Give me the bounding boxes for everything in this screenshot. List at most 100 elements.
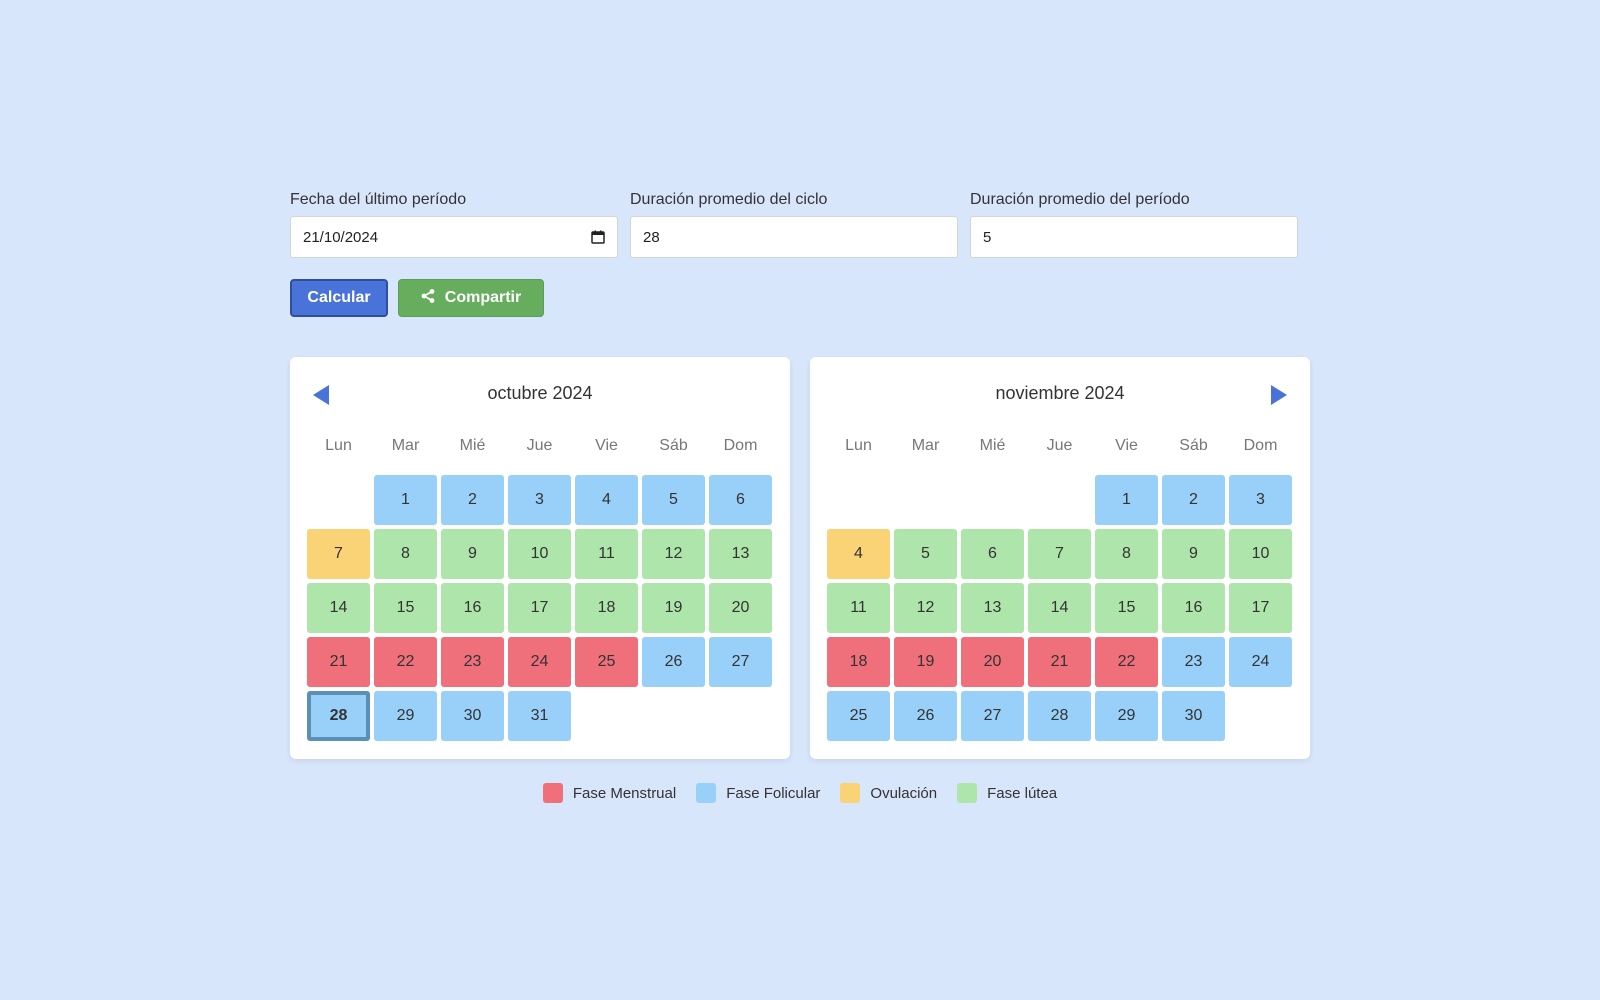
legend-swatch [696, 783, 717, 803]
weekday-label: Jue [1046, 437, 1073, 454]
weekday-label: Dom [1243, 437, 1278, 454]
day-cell[interactable]: 8 [1095, 529, 1158, 579]
day-cell[interactable]: 24 [508, 637, 571, 687]
day-cell[interactable]: 5 [642, 475, 705, 525]
day-cell[interactable]: 13 [961, 583, 1024, 633]
day-cell[interactable]: 29 [374, 691, 437, 741]
day-cell[interactable]: 12 [894, 583, 957, 633]
last-period-input[interactable]: 21/10/2024 [290, 216, 618, 258]
day-cell[interactable]: 30 [1162, 691, 1225, 741]
day-cell[interactable]: 16 [1162, 583, 1225, 633]
next-month-icon[interactable] [1271, 385, 1287, 405]
legend-item: Ovulación [840, 783, 937, 803]
share-button[interactable]: Compartir [398, 279, 544, 317]
day-cell[interactable]: 10 [1229, 529, 1292, 579]
day-cell[interactable]: 12 [642, 529, 705, 579]
day-cell[interactable]: 17 [1229, 583, 1292, 633]
legend-label: Ovulación [870, 784, 938, 802]
day-cell[interactable]: 2 [441, 475, 504, 525]
day-cell[interactable]: 18 [575, 583, 638, 633]
day-cell[interactable]: 11 [827, 583, 890, 633]
day-cell[interactable]: 15 [374, 583, 437, 633]
day-cell[interactable]: 21 [1028, 637, 1091, 687]
day-cell[interactable]: 13 [709, 529, 772, 579]
weekday-label: Vie [595, 437, 618, 454]
calendar-icon[interactable] [591, 230, 605, 244]
day-cell[interactable]: 26 [642, 637, 705, 687]
day-cell[interactable]: 7 [307, 529, 370, 579]
day-cell[interactable]: 10 [508, 529, 571, 579]
legend-swatch [957, 783, 978, 803]
empty-day-cell [307, 475, 370, 525]
day-cell[interactable]: 20 [709, 583, 772, 633]
day-cell[interactable]: 29 [1095, 691, 1158, 741]
day-grid: 1 2 3 4 5 6 7 8 9 10 11 12 13 14 15 16 17 18 19 20 21 22 23 24 2… [827, 475, 1292, 741]
day-cell[interactable]: 24 [1229, 637, 1292, 687]
day-cell[interactable]: 15 [1095, 583, 1158, 633]
day-cell[interactable]: 20 [961, 637, 1024, 687]
day-cell[interactable]: 28 [307, 691, 370, 741]
prev-month-icon[interactable] [313, 385, 329, 405]
day-cell[interactable]: 22 [374, 637, 437, 687]
day-cell[interactable]: 30 [441, 691, 504, 741]
day-cell[interactable]: 3 [508, 475, 571, 525]
day-cell[interactable]: 4 [575, 475, 638, 525]
last-period-field: Fecha del último período 21/10/2024 [290, 190, 618, 258]
month-title: noviembre 2024 [995, 383, 1125, 403]
cycle-length-input[interactable]: 28 [630, 216, 958, 258]
day-cell[interactable]: 1 [1095, 475, 1158, 525]
month-calendar: octubre 2024 Lun Mar Mié Jue Vie Sáb Dom 1 2 3 4 5 6 7… [290, 357, 790, 759]
day-cell[interactable]: 19 [894, 637, 957, 687]
day-cell[interactable]: 25 [827, 691, 890, 741]
day-cell[interactable]: 17 [508, 583, 571, 633]
legend-label: Fase lútea [987, 784, 1058, 802]
day-cell[interactable]: 11 [575, 529, 638, 579]
day-cell[interactable]: 9 [1162, 529, 1225, 579]
day-cell[interactable]: 23 [441, 637, 504, 687]
day-cell[interactable]: 23 [1162, 637, 1225, 687]
day-cell[interactable]: 4 [827, 529, 890, 579]
month-title: octubre 2024 [487, 383, 593, 403]
share-icon [421, 288, 435, 308]
calculate-button[interactable]: Calcular [290, 279, 388, 317]
weekday-label: Mar [391, 437, 420, 454]
day-cell[interactable]: 18 [827, 637, 890, 687]
day-cell[interactable]: 25 [575, 637, 638, 687]
day-cell[interactable]: 7 [1028, 529, 1091, 579]
calendars: octubre 2024 Lun Mar Mié Jue Vie Sáb Dom 1 2 3 4 5 6 7… [290, 357, 1310, 759]
day-cell[interactable]: 1 [374, 475, 437, 525]
legend-swatch [542, 783, 563, 803]
cycle-length-field: Duración promedio del ciclo 28 [630, 190, 958, 258]
day-cell[interactable]: 27 [961, 691, 1024, 741]
day-cell[interactable]: 19 [642, 583, 705, 633]
form-fields: Fecha del último período 21/10/2024 Dura… [290, 190, 1310, 258]
weekday-label: Jue [526, 437, 553, 454]
day-cell[interactable]: 14 [307, 583, 370, 633]
day-cell[interactable]: 27 [709, 637, 772, 687]
cycle-length-value: 28 [643, 228, 660, 246]
weekday-label: Sáb [1179, 437, 1208, 454]
day-cell[interactable]: 5 [894, 529, 957, 579]
weekday-label: Mar [911, 437, 940, 454]
day-cell[interactable]: 28 [1028, 691, 1091, 741]
day-cell[interactable]: 26 [894, 691, 957, 741]
last-period-label: Fecha del último período [290, 191, 467, 208]
day-cell[interactable]: 16 [441, 583, 504, 633]
day-cell[interactable]: 6 [961, 529, 1024, 579]
empty-day-cell [894, 475, 957, 525]
day-cell[interactable]: 2 [1162, 475, 1225, 525]
day-cell[interactable]: 8 [374, 529, 437, 579]
last-period-value: 21/10/2024 [303, 228, 379, 246]
weekday-label: Mié [979, 437, 1006, 454]
day-cell[interactable]: 14 [1028, 583, 1091, 633]
legend-swatch [840, 783, 861, 803]
legend-label: Fase Menstrual [572, 784, 677, 802]
empty-day-cell [1028, 475, 1091, 525]
day-cell[interactable]: 31 [508, 691, 571, 741]
day-cell[interactable]: 3 [1229, 475, 1292, 525]
day-cell[interactable]: 22 [1095, 637, 1158, 687]
day-cell[interactable]: 9 [441, 529, 504, 579]
day-cell[interactable]: 6 [709, 475, 772, 525]
day-cell[interactable]: 21 [307, 637, 370, 687]
period-length-input[interactable]: 5 [970, 216, 1298, 258]
